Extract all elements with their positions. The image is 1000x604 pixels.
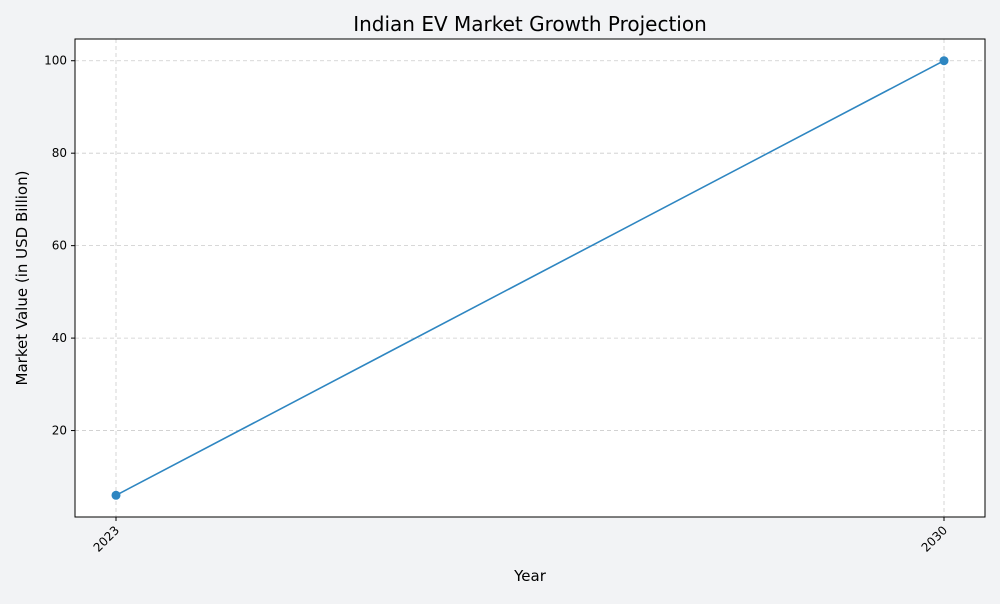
y-tick-label: 20: [52, 424, 67, 438]
y-axis-label: Market Value (in USD Billion): [13, 171, 31, 386]
y-tick-label: 80: [52, 146, 67, 160]
data-point: [939, 56, 949, 66]
y-axis: 20 40 60 80 100: [44, 54, 75, 438]
grid: [75, 39, 985, 517]
data-point: [111, 490, 121, 500]
x-axis-label: Year: [513, 567, 547, 585]
plot-frame: [74, 38, 986, 518]
y-tick-label: 40: [52, 331, 67, 345]
series-line: [115, 60, 945, 496]
chart-title: Indian EV Market Growth Projection: [353, 12, 707, 36]
y-tick-label: 60: [52, 239, 67, 253]
x-tick-label: 2030: [919, 523, 950, 554]
x-axis: 2023 2030: [91, 517, 950, 555]
series-layer: [111, 56, 949, 500]
y-tick-label: 100: [44, 54, 67, 68]
x-tick-label: 2023: [91, 523, 122, 554]
